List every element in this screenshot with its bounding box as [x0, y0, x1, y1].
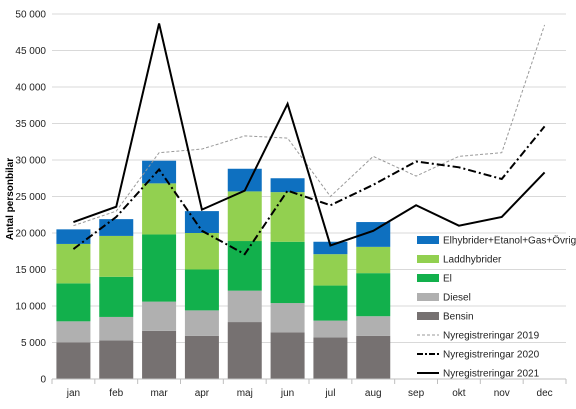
bar-segment	[356, 316, 391, 336]
bar-segment	[270, 178, 305, 193]
bar-stacks	[56, 160, 391, 379]
legend-swatch	[417, 274, 439, 282]
bar-segment	[227, 290, 262, 323]
bar-segment	[56, 283, 91, 322]
x-tick-label: feb	[109, 388, 123, 399]
bar-stack-aug	[356, 222, 391, 379]
y-tick-label: 0	[40, 375, 46, 386]
bar-stack-feb	[99, 219, 134, 379]
bar-segment	[142, 234, 177, 302]
bar-segment	[184, 269, 219, 311]
bar-segment	[142, 160, 177, 184]
x-tick-label: dec	[537, 388, 553, 399]
x-tick-label: maj	[237, 388, 253, 399]
x-tick-label: jul	[324, 388, 335, 399]
bar-segment	[270, 303, 305, 333]
legend-label: Laddhybrider	[443, 255, 502, 266]
y-tick-label: 35 000	[15, 119, 46, 130]
bar-segment	[184, 233, 219, 270]
y-tick-label: 50 000	[15, 10, 46, 21]
y-tick-label: 45 000	[15, 46, 46, 57]
bar-segment	[99, 316, 134, 341]
y-tick-label: 20 000	[15, 229, 46, 240]
bar-segment	[184, 335, 219, 379]
bar-segment	[184, 211, 219, 233]
bar-stack-apr	[184, 211, 219, 379]
bar-segment	[227, 241, 262, 291]
series-line-0	[73, 24, 546, 227]
x-tick-label: sep	[408, 388, 425, 399]
bar-segment	[227, 191, 262, 242]
bar-stack-jan	[56, 229, 91, 379]
legend-swatch	[417, 236, 439, 244]
legend-swatch	[417, 312, 439, 320]
x-tick-label: jan	[66, 388, 80, 399]
y-tick-label: 15 000	[15, 265, 46, 276]
bar-segment	[313, 320, 348, 338]
x-tick-label: apr	[195, 388, 210, 399]
legend: Elhybrider+Etanol+Gas+Övriga Laddhybrider…	[417, 235, 576, 380]
axes: 0 5 000 10 000 15 000 20 000 25 000 30 000 35 0…	[15, 10, 567, 399]
series-line-2	[73, 23, 546, 247]
legend-label: Elhybrider+Etanol+Gas+Övriga	[443, 235, 576, 247]
x-tick-label: aug	[365, 388, 382, 399]
legend-label: El	[443, 274, 452, 285]
bar-segment	[270, 332, 305, 379]
x-tick-label: nov	[494, 388, 510, 399]
bar-segment	[270, 192, 305, 242]
line-series	[72, 23, 546, 256]
bar-segment	[99, 235, 134, 277]
y-tick-label: 10 000	[15, 302, 46, 313]
bar-stack-maj	[227, 168, 262, 379]
bar-segment	[99, 276, 134, 317]
bar-stack-jul	[313, 241, 348, 379]
bar-segment	[142, 330, 177, 379]
legend-label: Bensin	[443, 312, 474, 323]
bar-segment	[270, 241, 305, 304]
y-tick-label: 5 000	[21, 338, 46, 349]
bar-segment	[142, 183, 177, 235]
legend-label: Nyregistreringar 2020	[443, 350, 540, 361]
bar-segment	[56, 342, 91, 379]
bar-segment	[184, 310, 219, 336]
x-tick-label: mar	[150, 388, 168, 399]
bar-segment	[227, 168, 262, 192]
legend-label: Nyregistreringar 2021	[443, 369, 540, 380]
bar-segment	[56, 243, 91, 284]
bar-segment	[227, 322, 262, 379]
bar-segment	[313, 285, 348, 321]
x-tick-label: jun	[280, 388, 294, 399]
y-tick-label: 30 000	[15, 156, 46, 167]
bar-segment	[356, 246, 391, 274]
bar-segment	[99, 219, 134, 236]
y-tick-label: 40 000	[15, 83, 46, 94]
y-axis-label: Antal personbilar	[5, 158, 16, 240]
bar-segment	[99, 340, 134, 379]
bar-stack-mar	[142, 160, 177, 379]
legend-swatch	[417, 255, 439, 263]
bar-segment	[313, 241, 348, 255]
y-tick-label: 25 000	[15, 192, 46, 203]
bar-stack-jun	[270, 178, 305, 379]
bar-segment	[56, 321, 91, 343]
legend-swatch	[417, 293, 439, 301]
bar-segment	[56, 229, 91, 244]
bar-segment	[142, 301, 177, 331]
bar-segment	[356, 273, 391, 317]
bar-segment	[313, 254, 348, 286]
bar-segment	[313, 337, 348, 379]
series-line-1	[72, 125, 546, 256]
gridlines	[52, 13, 566, 343]
legend-label: Nyregistreringar 2019	[443, 331, 540, 342]
legend-label: Diesel	[443, 293, 471, 304]
bar-segment	[356, 335, 391, 379]
x-tick-label: okt	[452, 388, 466, 399]
